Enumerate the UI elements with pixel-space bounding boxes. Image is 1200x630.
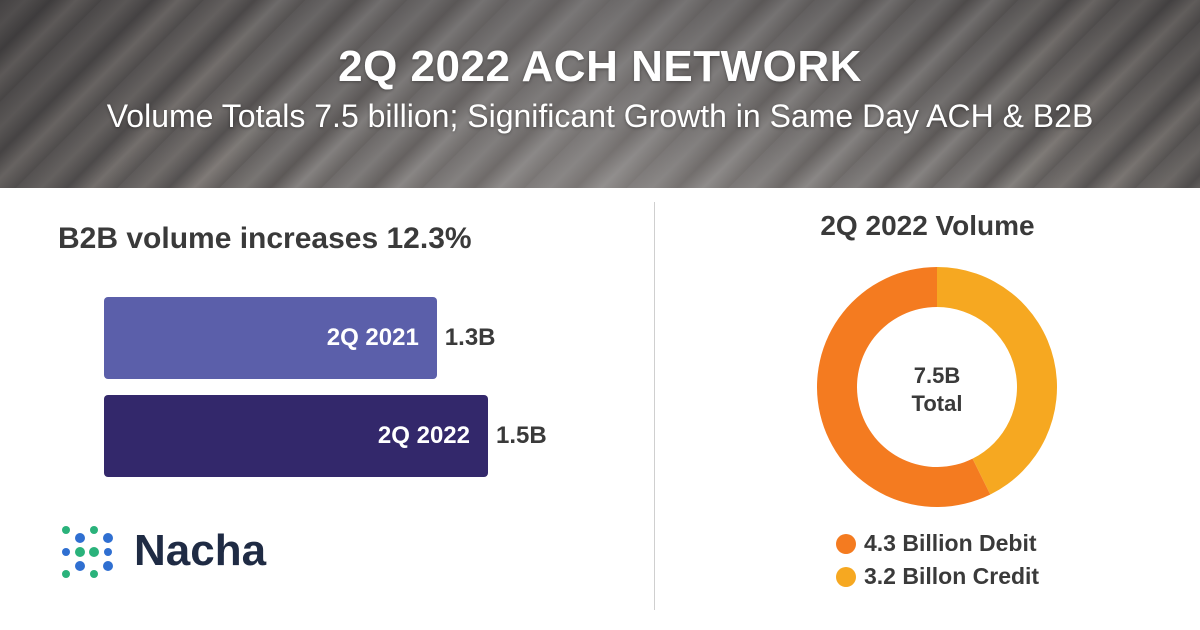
- nacha-logo-icon: [62, 526, 113, 578]
- nacha-logo: Nacha: [60, 522, 290, 584]
- donut-center-caption: Total: [911, 391, 963, 416]
- donut-center-label: 7.5B Total: [817, 362, 1057, 418]
- donut-center-value: 7.5B: [913, 363, 961, 388]
- legend-label: 3.2 Billon Credit: [864, 563, 1040, 589]
- banner-subtitle: Volume Totals 7.5 billion; Significant G…: [106, 98, 1094, 134]
- bar-value-label: 1.5B: [496, 422, 547, 449]
- donut-slice-credit: [937, 267, 1057, 495]
- bar-chart-title: B2B volume increases 12.3%: [58, 222, 472, 255]
- bar-category-label: 2Q 2021: [326, 324, 419, 351]
- donut-chart-title: 2Q 2022 Volume: [820, 210, 1035, 241]
- legend-dot-icon: [836, 533, 856, 554]
- legend-dot-icon: [836, 566, 856, 587]
- donut-slice-debit: [817, 267, 991, 507]
- header-banner: 2Q 2022 ACH NETWORK Volume Totals 7.5 bi…: [0, 0, 1200, 188]
- bar-value-label: 1.3B: [444, 324, 496, 351]
- legend-item-debit: 4.3 Billion Debit: [836, 530, 1037, 557]
- donut-chart: [817, 267, 1057, 507]
- legend-item-credit: 3.2 Billon Credit: [836, 563, 1039, 590]
- nacha-logo-text: Nacha: [134, 526, 267, 575]
- legend-label: 4.3 Billion Debit: [864, 530, 1037, 556]
- banner-title: 2Q 2022 ACH NETWORK: [338, 42, 862, 91]
- section-divider: [654, 202, 655, 610]
- bar-2q-2021: 2Q 2021: [104, 297, 437, 379]
- bar-category-label: 2Q 2022: [377, 422, 470, 449]
- bar-2q-2022: 2Q 2022: [104, 395, 488, 477]
